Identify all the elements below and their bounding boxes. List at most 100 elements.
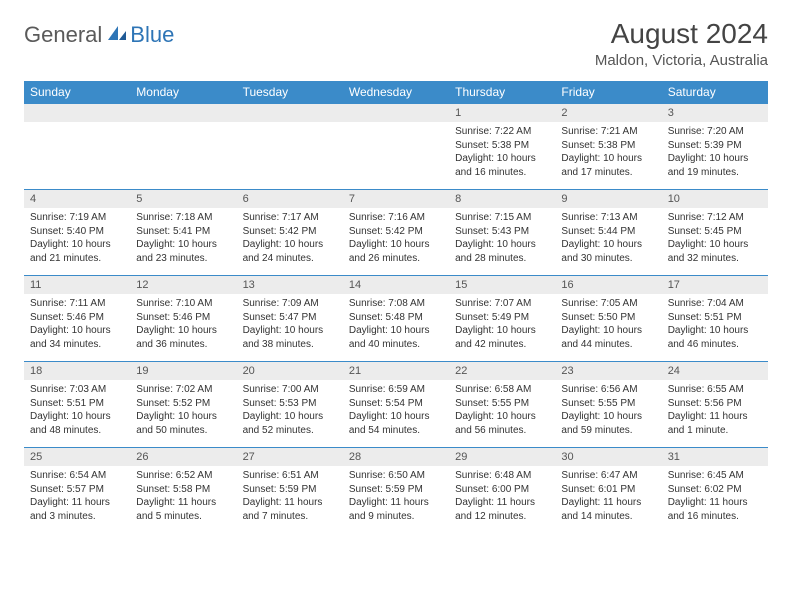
sunrise-line: Sunrise: 6:50 AM (349, 470, 425, 481)
sunset-line: Sunset: 5:59 PM (243, 484, 317, 495)
daylight-line: Daylight: 10 hours and 23 minutes. (136, 239, 217, 264)
calendar-day-cell: 24Sunrise: 6:55 AMSunset: 5:56 PMDayligh… (662, 362, 768, 448)
day-number: 11 (24, 276, 130, 294)
weekday-header: Tuesday (237, 81, 343, 104)
day-body: Sunrise: 6:58 AMSunset: 5:55 PMDaylight:… (449, 380, 555, 443)
sunset-line: Sunset: 5:48 PM (349, 312, 423, 323)
sunrise-line: Sunrise: 7:11 AM (30, 298, 105, 309)
sunrise-line: Sunrise: 7:09 AM (243, 298, 319, 309)
calendar-day-cell: 20Sunrise: 7:00 AMSunset: 5:53 PMDayligh… (237, 362, 343, 448)
day-body (237, 122, 343, 176)
day-body: Sunrise: 6:47 AMSunset: 6:01 PMDaylight:… (555, 466, 661, 529)
sunset-line: Sunset: 5:57 PM (30, 484, 104, 495)
day-body: Sunrise: 7:00 AM Sunset: 5:53 PM Daylight:… (237, 380, 343, 443)
calendar-table: SundayMondayTuesdayWednesdayThursdayFrid… (24, 81, 768, 534)
sunrise-line: Sunrise: 7:16 AM (349, 212, 425, 223)
day-body: Sunrise: 7:21 AMSunset: 5:38 PMDaylight:… (555, 122, 661, 185)
daylight-line: Daylight: 10 hours and 52 minutes. (243, 411, 324, 436)
calendar-week-row: 18Sunrise: 7:03 AMSunset: 5:51 PMDayligh… (24, 362, 768, 448)
calendar-week-row: 1Sunrise: 7:22 AMSunset: 5:38 PMDaylight… (24, 104, 768, 190)
sunrise-line: Sunrise: 7:00 AM (243, 384, 319, 395)
day-number: 13 (237, 276, 343, 294)
sunrise-line: Sunrise: 6:56 AM (561, 384, 637, 395)
calendar-day-cell: 8Sunrise: 7:15 AMSunset: 5:43 PMDaylight… (449, 190, 555, 276)
sunrise-line: Sunrise: 6:45 AM (668, 470, 744, 481)
calendar-day-cell: 7 Sunrise: 7:16 AM Sunset: 5:42 PM Daylight… (343, 190, 449, 276)
sunrise-line: Sunrise: 7:21 AM (561, 126, 637, 137)
day-number: 9 (555, 190, 661, 208)
sunrise-line: Sunrise: 6:58 AM (455, 384, 531, 395)
sunset-line: Sunset: 5:45 PM (668, 226, 742, 237)
sunrise-line: Sunrise: 7:07 AM (455, 298, 531, 309)
day-body: Sunrise: 7:02 AMSunset: 5:52 PMDaylight:… (130, 380, 236, 443)
calendar-day-cell: 19Sunrise: 7:02 AMSunset: 5:52 PMDayligh… (130, 362, 236, 448)
sunrise-line: Sunrise: 6:55 AM (668, 384, 744, 395)
calendar-day-cell: 13Sunrise: 7:09 AMSunset: 5:47 PMDayligh… (237, 276, 343, 362)
day-number: 27 (237, 448, 343, 466)
sunset-line: Sunset: 5:41 PM (136, 226, 210, 237)
sunrise-line: Sunrise: 7:03 AM (30, 384, 106, 395)
sunrise-line: Sunrise: 6:51 AM (243, 470, 319, 481)
calendar-day-cell: 9Sunrise: 7:13 AMSunset: 5:44 PMDaylight… (555, 190, 661, 276)
sunset-line: Sunset: 5:52 PM (136, 398, 210, 409)
sunset-line: Sunset: 5:42 PM (349, 226, 423, 237)
weekday-header: Sunday (24, 81, 130, 104)
day-body: Sunrise: 6:52 AMSunset: 5:58 PMDaylight:… (130, 466, 236, 529)
calendar-day-cell: 14Sunrise: 7:08 AMSunset: 5:48 PMDayligh… (343, 276, 449, 362)
daylight-line: Daylight: 10 hours and 48 minutes. (30, 411, 111, 436)
daylight-line: Daylight: 10 hours and 36 minutes. (136, 325, 217, 350)
sunrise-line: Sunrise: 7:22 AM (455, 126, 531, 137)
day-number: 31 (662, 448, 768, 466)
daylight-line: Daylight: 11 hours and 16 minutes. (668, 497, 748, 522)
sunrise-line: Sunrise: 7:02 AM (136, 384, 212, 395)
daylight-line: Daylight: 11 hours and 12 minutes. (455, 497, 535, 522)
day-number: 28 (343, 448, 449, 466)
sunset-line: Sunset: 6:02 PM (668, 484, 742, 495)
sunset-line: Sunset: 5:39 PM (668, 140, 742, 151)
day-number: 10 (662, 190, 768, 208)
daylight-line: Daylight: 10 hours and 21 minutes. (30, 239, 111, 264)
calendar-day-cell: 10Sunrise: 7:12 AMSunset: 5:45 PMDayligh… (662, 190, 768, 276)
daylight-line: Daylight: 10 hours and 19 minutes. (668, 153, 749, 178)
day-number: 19 (130, 362, 236, 380)
day-number: 3 (662, 104, 768, 122)
daylight-line: Daylight: 10 hours and 42 minutes. (455, 325, 536, 350)
day-body: Sunrise: 7:10 AM Sunset: 5:46 PM Daylight:… (130, 294, 236, 357)
calendar-week-row: 11 Sunrise: 7:11 AM Sunset: 5:46 PM Dayligh… (24, 276, 768, 362)
daylight-line: Daylight: 10 hours and 40 minutes. (349, 325, 430, 350)
daylight-line: Daylight: 10 hours and 34 minutes. (30, 325, 111, 350)
day-number: 26 (130, 448, 236, 466)
calendar-day-cell (343, 104, 449, 190)
day-body (130, 122, 236, 176)
calendar-day-cell: 28Sunrise: 6:50 AMSunset: 5:59 PMDayligh… (343, 448, 449, 534)
calendar-day-cell: 26Sunrise: 6:52 AMSunset: 5:58 PMDayligh… (130, 448, 236, 534)
day-body: Sunrise: 7:03 AMSunset: 5:51 PMDaylight:… (24, 380, 130, 443)
day-number: 12 (130, 276, 236, 294)
calendar-day-cell: 6Sunrise: 7:17 AMSunset: 5:42 PMDaylight… (237, 190, 343, 276)
sunrise-line: Sunrise: 6:52 AM (136, 470, 212, 481)
daylight-line: Daylight: 10 hours and 26 minutes. (349, 239, 430, 264)
calendar-head: SundayMondayTuesdayWednesdayThursdayFrid… (24, 81, 768, 104)
location: Maldon, Victoria, Australia (595, 52, 768, 69)
daylight-line: Daylight: 11 hours and 9 minutes. (349, 497, 429, 522)
daylight-line: Daylight: 10 hours and 54 minutes. (349, 411, 430, 436)
day-body: Sunrise: 7:09 AMSunset: 5:47 PMDaylight:… (237, 294, 343, 357)
sunset-line: Sunset: 5:46 PM (136, 312, 210, 323)
sunrise-line: Sunrise: 7:12 AM (668, 212, 744, 223)
sunset-line: Sunset: 5:51 PM (668, 312, 742, 323)
sunrise-line: Sunrise: 7:19 AM (30, 212, 106, 223)
day-body: Sunrise: 7:17 AMSunset: 5:42 PMDaylight:… (237, 208, 343, 271)
day-number: 15 (449, 276, 555, 294)
day-number: 7 (343, 190, 449, 208)
sunrise-line: Sunrise: 7:15 AM (455, 212, 531, 223)
sunset-line: Sunset: 5:53 PM (243, 398, 317, 409)
sunrise-line: Sunrise: 6:54 AM (30, 470, 106, 481)
day-number: 30 (555, 448, 661, 466)
day-number: 2 (555, 104, 661, 122)
calendar-day-cell: 22Sunrise: 6:58 AMSunset: 5:55 PMDayligh… (449, 362, 555, 448)
sunrise-line: Sunrise: 7:17 AM (243, 212, 319, 223)
sunset-line: Sunset: 5:43 PM (455, 226, 529, 237)
sunset-line: Sunset: 5:58 PM (136, 484, 210, 495)
sunset-line: Sunset: 6:01 PM (561, 484, 635, 495)
sunrise-line: Sunrise: 7:10 AM (136, 298, 212, 309)
